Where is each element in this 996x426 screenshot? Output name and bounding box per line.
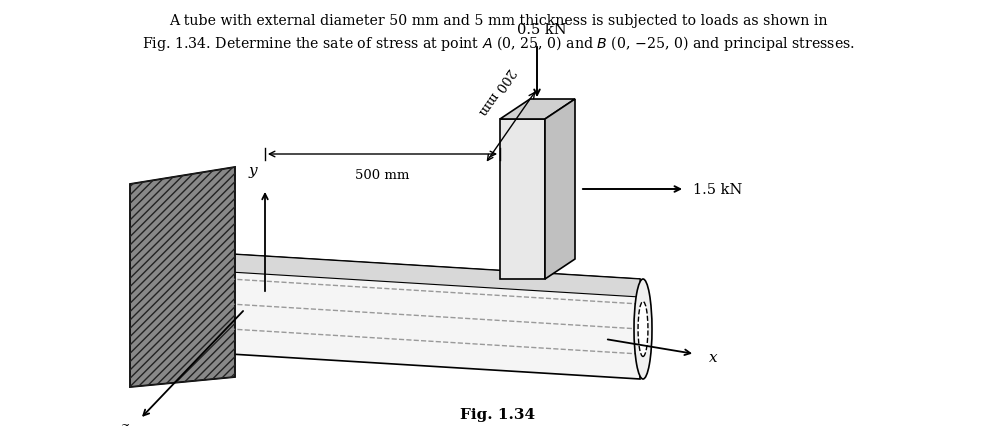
Polygon shape <box>545 100 575 279</box>
Text: 1.5 kN: 1.5 kN <box>693 183 742 196</box>
Text: z: z <box>120 420 128 426</box>
Text: y: y <box>248 164 257 178</box>
Polygon shape <box>500 120 545 279</box>
Text: Fig. 1.34. Determine the sate of stress at point $A$ (0, 25, 0) and $B$ (0, $-$2: Fig. 1.34. Determine the sate of stress … <box>141 34 855 53</box>
Ellipse shape <box>634 279 652 379</box>
Text: 0.5 kN: 0.5 kN <box>517 23 567 37</box>
Polygon shape <box>130 167 235 387</box>
Polygon shape <box>230 254 640 297</box>
Text: Fig. 1.34: Fig. 1.34 <box>460 407 536 421</box>
Ellipse shape <box>638 302 648 357</box>
Polygon shape <box>500 100 575 120</box>
Text: x: x <box>709 350 717 364</box>
Polygon shape <box>230 254 640 379</box>
Text: 500 mm: 500 mm <box>355 169 409 181</box>
Text: A tube with external diameter 50 mm and 5 mm thickness is subjected to loads as : A tube with external diameter 50 mm and … <box>168 14 828 28</box>
Text: 200 mm: 200 mm <box>475 65 517 117</box>
